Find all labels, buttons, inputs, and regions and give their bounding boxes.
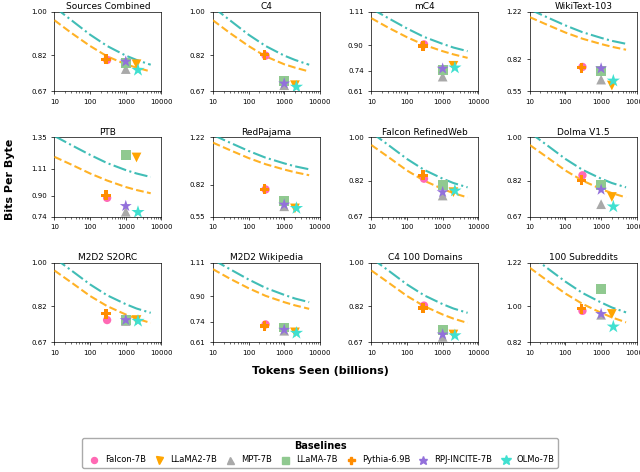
Point [290,205,300,212]
Point [448,62,458,69]
Text: Tokens Seen (billions): Tokens Seen (billions) [252,365,388,376]
Point [450,187,460,194]
Point [438,65,448,72]
Point [259,51,269,59]
Point [596,181,606,189]
Point [418,304,428,312]
Point [596,201,606,208]
Title: mC4: mC4 [415,2,435,11]
Point [279,327,289,335]
Point [133,66,143,74]
Point [291,83,301,91]
Point [290,82,300,89]
Point [133,208,143,216]
Legend: Falcon-7B, LLaMA2-7B, MPT-7B, LLaMA-7B, Pythia-6.9B, RPJ-INCITE-7B, OLMo-7B: Falcon-7B, LLaMA2-7B, MPT-7B, LLaMA-7B, … [83,438,557,468]
Point [279,201,289,209]
Point [259,322,269,330]
Point [121,317,131,325]
Point [259,185,269,193]
Point [419,41,429,48]
Point [418,42,428,50]
Title: RedPajama: RedPajama [241,127,291,136]
Point [438,188,448,196]
Title: M2D2 S2ORC: M2D2 S2ORC [78,253,138,262]
Point [260,320,271,328]
Point [133,317,143,325]
Point [438,331,448,338]
Point [279,80,289,87]
Title: Sources Combined: Sources Combined [66,2,150,11]
Point [607,82,617,89]
Point [438,73,448,80]
Point [101,192,111,199]
Point [576,177,586,184]
Point [450,332,460,339]
Title: Dolma V1.5: Dolma V1.5 [557,127,609,136]
Text: Bits Per Byte: Bits Per Byte [4,139,15,220]
Point [438,333,448,341]
Point [260,52,271,59]
Point [279,197,289,205]
Point [596,65,606,72]
Point [596,310,606,318]
Point [596,76,606,84]
Point [418,171,428,179]
Point [608,77,618,84]
Title: C4 100 Domains: C4 100 Domains [388,253,462,262]
Point [448,331,458,338]
Point [438,192,448,199]
Point [102,316,112,324]
Point [450,64,460,71]
Point [121,65,131,73]
Title: 100 Subreddits: 100 Subreddits [549,253,618,262]
Point [577,63,588,71]
Point [121,202,131,210]
Point [607,310,617,318]
Title: M2D2 Wikipedia: M2D2 Wikipedia [230,253,303,262]
Point [279,82,289,89]
Point [596,311,606,319]
Point [121,316,131,324]
Point [279,77,289,84]
Point [260,185,271,193]
Title: PTB: PTB [99,127,116,136]
Point [577,307,588,315]
Title: Falcon RefinedWeb: Falcon RefinedWeb [382,127,468,136]
Point [577,171,588,179]
Point [279,324,289,331]
Point [607,193,617,201]
Point [290,329,300,336]
Point [279,202,289,210]
Point [438,326,448,333]
Point [596,67,606,75]
Point [102,194,112,202]
Title: WikiText-103: WikiText-103 [554,2,612,11]
Point [291,329,301,337]
Point [596,186,606,194]
Point [438,67,448,74]
Point [102,56,112,64]
Point [608,203,618,211]
Point [576,64,586,72]
Point [438,181,448,189]
Point [419,175,429,183]
Point [121,316,131,324]
Point [596,285,606,293]
Point [101,310,111,318]
Title: C4: C4 [260,2,272,11]
Point [131,154,141,161]
Point [448,188,458,196]
Point [419,302,429,309]
Point [121,208,131,216]
Point [279,326,289,334]
Point [131,316,141,324]
Point [121,58,131,66]
Point [121,59,131,67]
Point [131,60,141,68]
Point [291,204,301,212]
Point [576,305,586,312]
Point [121,151,131,159]
Point [608,323,618,330]
Point [101,55,111,63]
